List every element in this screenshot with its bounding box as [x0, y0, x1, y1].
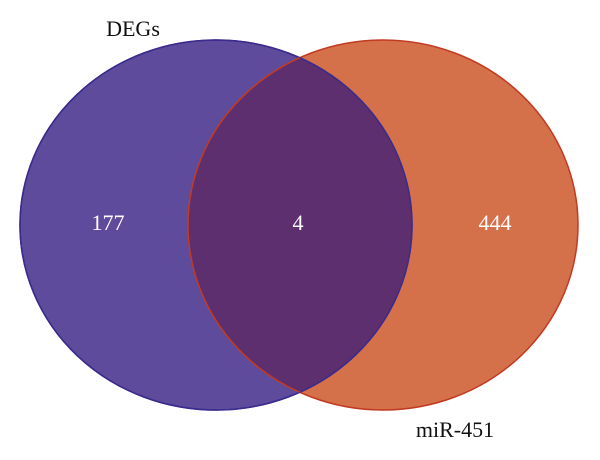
count-label: 177	[92, 210, 125, 235]
set-a-outline	[19, 39, 413, 411]
set-label: miR-451	[416, 417, 494, 442]
count-label: 4	[293, 210, 304, 235]
count-label: 444	[479, 210, 512, 235]
overlap-region	[188, 40, 412, 410]
set-label: DEGs	[106, 16, 160, 41]
shapes	[19, 39, 579, 411]
set-b-outline	[187, 40, 412, 410]
